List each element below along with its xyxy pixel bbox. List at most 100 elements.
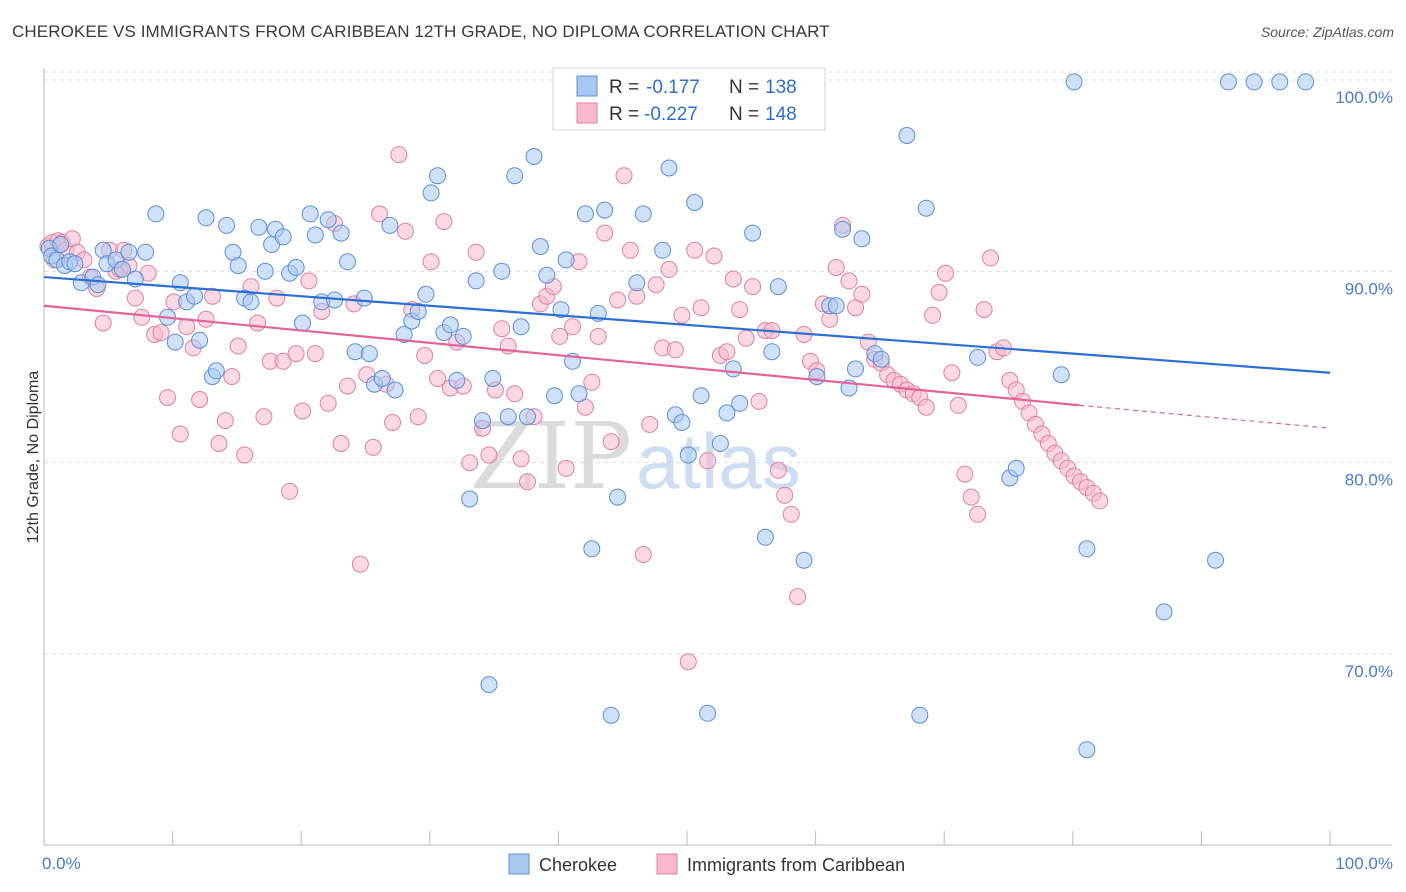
cherokee-point-90 xyxy=(634,205,652,223)
caribbean-point-128 xyxy=(840,272,858,290)
caribbean-point-21 xyxy=(152,324,170,342)
axes xyxy=(43,68,1392,846)
tick-labels: 70.0% 80.0% 90.0% 100.0% 0.0% 100.0% xyxy=(42,88,1393,873)
caribbean-point-78 xyxy=(519,473,536,491)
x-tick-label-end: 100.0% xyxy=(1335,854,1393,873)
caribbean-point-88 xyxy=(583,373,601,391)
bottom-legend-label-caribbean: Immigrants from Caribbean xyxy=(687,855,905,875)
trend-line-caribbean-extrapolated xyxy=(1079,404,1331,429)
caribbean-point-24 xyxy=(171,425,189,443)
y-tick-label-70: 70.0% xyxy=(1345,662,1393,681)
y-tick-label-80: 80.0% xyxy=(1345,471,1393,490)
cherokee-point-57 xyxy=(417,285,435,303)
legend-n-value-cherokee: 138 xyxy=(765,77,797,98)
bottom-legend-swatch-cherokee xyxy=(508,853,530,875)
cherokee-point-108 xyxy=(795,551,813,569)
caribbean-point-11 xyxy=(94,314,112,332)
cherokee-point-3 xyxy=(52,236,70,253)
cherokee-point-73 xyxy=(519,408,536,426)
cherokee-point-76 xyxy=(538,266,556,284)
trend-line-cherokee xyxy=(43,275,1331,374)
cherokee-point-126 xyxy=(1078,540,1096,558)
cherokee-point-62 xyxy=(448,371,466,389)
cherokee-point-58 xyxy=(422,184,440,202)
cherokee-point-26 xyxy=(207,362,225,380)
cherokee-point-105 xyxy=(756,528,774,546)
caribbean-point-59 xyxy=(396,222,414,240)
cherokee-point-6 xyxy=(66,255,84,273)
caribbean-point-93 xyxy=(615,167,633,185)
cherokee-point-117 xyxy=(872,350,890,368)
cherokee-point-69 xyxy=(493,262,511,280)
legend-swatch-cherokee xyxy=(576,75,598,97)
caribbean-point-58 xyxy=(390,146,408,164)
cherokee-point-95 xyxy=(673,414,691,431)
legend-r-label-2: R = xyxy=(609,104,639,125)
cherokee-point-48 xyxy=(355,289,373,307)
caribbean-point-25 xyxy=(178,318,196,336)
cherokee-point-22 xyxy=(186,287,203,305)
cherokee-point-59 xyxy=(429,167,446,185)
cherokee-point-79 xyxy=(557,251,575,269)
cherokee-point-46 xyxy=(339,253,356,271)
legend-n-label-1: N = xyxy=(729,77,759,98)
caribbean-point-110 xyxy=(724,270,742,288)
cherokee-point-128 xyxy=(1155,603,1173,621)
caribbean-point-140 xyxy=(917,398,935,416)
cherokee-point-125 xyxy=(1065,73,1083,91)
caribbean-point-33 xyxy=(229,337,247,355)
caribbean-point-18 xyxy=(133,308,151,326)
cherokee-point-133 xyxy=(1297,73,1315,91)
cherokee-point-85 xyxy=(596,201,614,219)
cherokee-point-56 xyxy=(409,303,427,320)
caribbean-point-57 xyxy=(384,414,401,431)
caribbean-point-42 xyxy=(287,345,305,363)
y-axis-label: 12th Grade, No Diploma xyxy=(25,371,42,544)
cherokee-point-61 xyxy=(441,316,459,334)
caribbean-point-72 xyxy=(480,446,498,464)
caribbean-point-41 xyxy=(281,482,299,500)
caribbean-point-149 xyxy=(975,301,993,319)
cherokee-point-131 xyxy=(1245,73,1263,91)
legend-r-value-caribbean: -0.227 xyxy=(644,104,698,125)
caribbean-point-27 xyxy=(191,391,209,408)
cherokee-point-83 xyxy=(583,540,601,558)
caribbean-point-76 xyxy=(506,385,524,403)
cherokee-point-63 xyxy=(454,327,472,345)
cherokee-point-104 xyxy=(744,224,762,242)
caribbean-point-90 xyxy=(596,224,614,242)
legend-swatch-caribbean xyxy=(576,102,598,124)
caribbean-point-143 xyxy=(937,264,954,282)
cherokee-point-16 xyxy=(137,243,155,261)
caribbean-point-36 xyxy=(249,314,266,332)
caribbean-point-167 xyxy=(1091,492,1109,510)
cherokee-point-77 xyxy=(546,387,563,405)
caribbean-point-17 xyxy=(126,289,144,307)
legend-r-label-1: R = xyxy=(609,77,639,98)
cherokee-point-47 xyxy=(346,343,364,361)
cherokee-point-115 xyxy=(853,230,871,248)
cherokee-point-24 xyxy=(197,209,215,227)
caribbean-point-69 xyxy=(461,454,479,472)
cherokee-point-66 xyxy=(474,412,491,430)
cherokee-point-27 xyxy=(218,216,236,234)
cherokee-point-106 xyxy=(763,343,781,361)
caribbean-point-89 xyxy=(589,327,607,345)
cherokee-point-97 xyxy=(686,194,704,211)
cherokee-point-86 xyxy=(602,706,620,724)
cherokee-point-72 xyxy=(512,318,530,336)
caribbean-point-44 xyxy=(300,272,318,290)
y-tick-label-90: 90.0% xyxy=(1345,279,1393,298)
cherokee-point-81 xyxy=(570,385,588,403)
legend-r-value-cherokee: -0.177 xyxy=(646,77,700,98)
caribbean-point-55 xyxy=(371,205,389,223)
caribbean-point-141 xyxy=(924,306,942,324)
trend-line-caribbean xyxy=(43,304,1080,407)
caribbean-point-34 xyxy=(236,446,254,464)
cherokee-point-40 xyxy=(301,205,319,223)
cherokee-point-53 xyxy=(386,381,404,399)
cherokee-point-123 xyxy=(1007,459,1025,477)
caribbean-point-96 xyxy=(634,546,652,563)
cherokee-point-118 xyxy=(898,127,916,144)
